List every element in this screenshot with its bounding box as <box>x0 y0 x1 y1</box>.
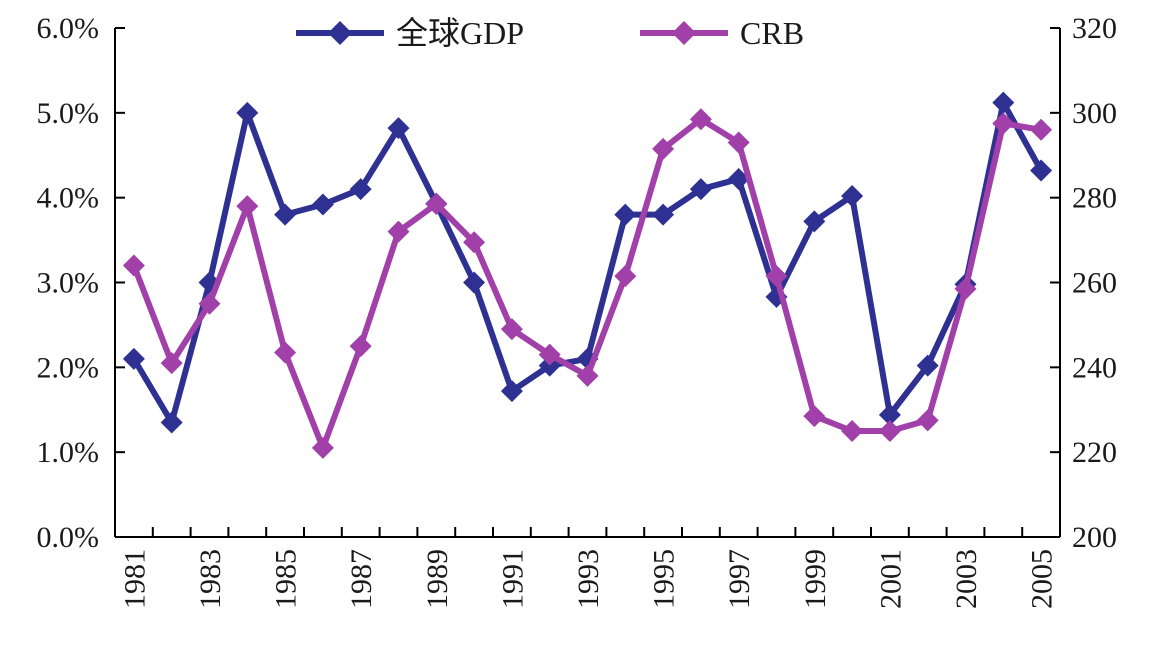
data-point <box>198 292 221 315</box>
y-right-tick-label: 260 <box>1072 267 1117 300</box>
data-point <box>841 184 864 207</box>
x-tick-label: 1993 <box>572 549 605 609</box>
y-right-tick-label: 240 <box>1072 351 1117 384</box>
x-tick-label: 2005 <box>1026 549 1059 609</box>
legend: 全球GDP CRB <box>296 15 804 51</box>
x-tick-label: 1987 <box>345 549 378 609</box>
legend-swatch-marker <box>672 21 696 45</box>
data-point <box>236 195 259 218</box>
y-left-tick-label: 0.0% <box>37 521 100 554</box>
data-point <box>916 409 939 432</box>
data-point <box>614 203 637 226</box>
data-point <box>1030 159 1053 182</box>
data-point <box>878 419 901 442</box>
data-point <box>689 108 712 131</box>
data-point <box>349 335 372 358</box>
y-left-tick-label: 1.0% <box>37 436 100 469</box>
data-point <box>160 352 183 375</box>
y-right-tick-label: 200 <box>1072 521 1117 554</box>
x-tick-label: 1985 <box>270 549 303 609</box>
data-point <box>463 231 486 254</box>
data-point <box>500 318 523 341</box>
legend-label: CRB <box>740 15 804 51</box>
y-right-tick-label: 320 <box>1072 12 1117 45</box>
y-left-tick-label: 4.0% <box>37 182 100 215</box>
data-point <box>463 271 486 294</box>
y-right-tick-label: 300 <box>1072 97 1117 130</box>
x-tick-label: 1995 <box>648 549 681 609</box>
series-crb <box>122 108 1053 459</box>
x-tick-label: 1981 <box>118 549 151 609</box>
data-point <box>727 168 750 191</box>
legend-item: CRB <box>640 15 804 51</box>
data-point <box>727 131 750 154</box>
x-tick-label: 2001 <box>874 549 907 609</box>
data-point <box>803 405 826 428</box>
data-point <box>1030 118 1053 141</box>
data-point <box>841 419 864 442</box>
y-left-tick-label: 2.0% <box>37 351 100 384</box>
data-point <box>425 193 448 216</box>
data-point <box>689 178 712 201</box>
data-point <box>160 411 183 434</box>
data-point <box>538 343 561 366</box>
data-point <box>274 341 297 364</box>
y-right-tick-label: 220 <box>1072 436 1117 469</box>
y-left-tick-label: 3.0% <box>37 267 100 300</box>
series-layer <box>122 91 1053 459</box>
data-point <box>122 254 145 277</box>
x-tick-label: 1997 <box>723 549 756 609</box>
data-point <box>311 193 334 216</box>
x-tick-label: 1989 <box>421 549 454 609</box>
data-point <box>349 178 372 201</box>
data-point <box>954 277 977 300</box>
legend-item: 全球GDP <box>296 15 524 51</box>
data-point <box>387 220 410 243</box>
data-point <box>274 203 297 226</box>
y-left-tick-label: 6.0% <box>37 12 100 45</box>
legend-label: 全球GDP <box>396 15 524 51</box>
x-tick-label: 1983 <box>194 549 227 609</box>
data-point <box>878 403 901 426</box>
data-point <box>122 347 145 370</box>
data-point <box>576 364 599 387</box>
x-tick-label: 1999 <box>799 549 832 609</box>
y-right-tick-label: 280 <box>1072 182 1117 215</box>
data-point <box>311 436 334 459</box>
x-tick-label: 1991 <box>496 549 529 609</box>
data-point <box>500 380 523 403</box>
data-point <box>652 203 675 226</box>
data-point <box>916 354 939 377</box>
axes: 0.0% 1.0% 2.0% 3.0% 4.0% 5.0% 6.0% 200 220 240 260… <box>37 12 1118 609</box>
y-left-tick-label: 5.0% <box>37 97 100 130</box>
data-point <box>387 117 410 140</box>
legend-swatch-marker <box>328 21 352 45</box>
data-point <box>992 112 1015 135</box>
data-point <box>614 265 637 288</box>
data-point <box>765 265 788 288</box>
data-point <box>803 210 826 233</box>
data-point <box>652 137 675 160</box>
x-tick-label: 2003 <box>950 549 983 609</box>
data-point <box>236 101 259 124</box>
data-point <box>992 91 1015 114</box>
